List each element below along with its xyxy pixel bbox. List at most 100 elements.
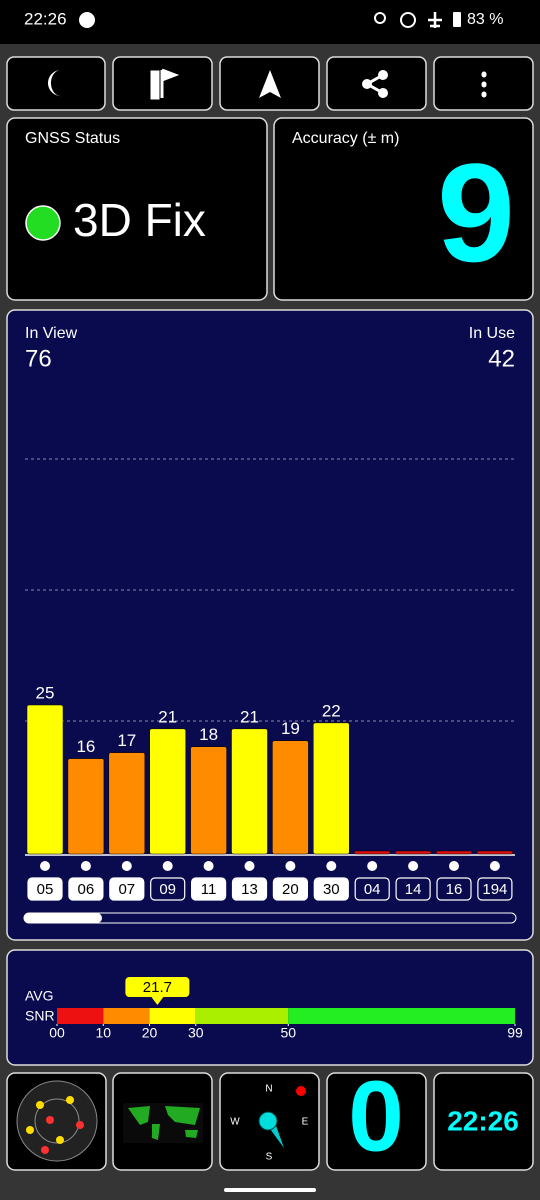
snr-value: 19 <box>281 719 300 738</box>
accuracy-label: Accuracy (± m) <box>292 130 399 147</box>
clock-tile[interactable] <box>433 1072 534 1171</box>
snr-bar <box>313 722 350 855</box>
snr-bar <box>67 758 105 855</box>
sat-id: 07 <box>118 881 135 898</box>
arrow-icon <box>259 70 281 98</box>
gnss-status-label: GNSS Status <box>25 130 120 147</box>
avg-marker <box>125 977 190 1005</box>
status-dot <box>79 12 95 28</box>
sat-dot <box>26 1126 34 1134</box>
sat-id: 14 <box>405 881 422 898</box>
dnd-icon <box>400 12 416 28</box>
sat-dot <box>80 861 91 871</box>
avg-label: AVG <box>25 988 54 1004</box>
sat-id-box <box>272 877 308 901</box>
sat-dot <box>66 1096 74 1104</box>
in-use-count: 42 <box>488 345 515 372</box>
battery-level: 83 % <box>467 11 503 28</box>
sat-dot <box>41 1146 49 1154</box>
compass-n: N <box>265 1084 272 1095</box>
share-dot <box>378 88 388 98</box>
snr-scale-segment <box>195 1008 289 1024</box>
sat-id-box <box>191 877 227 901</box>
sat-id-box <box>395 877 431 901</box>
share-dot <box>362 79 372 89</box>
snr-tick-label: 20 <box>142 1025 158 1041</box>
snr-scale-segment <box>57 1008 104 1024</box>
battery-icon <box>453 12 461 27</box>
snr-value: 21 <box>240 707 259 726</box>
sat-id-box <box>68 877 104 901</box>
snr-value: 16 <box>76 737 95 756</box>
sat-dot <box>203 861 214 871</box>
home-indicator[interactable] <box>224 1188 316 1192</box>
sat-id-box <box>354 877 390 901</box>
sat-dot <box>326 861 337 871</box>
sat-id-box <box>27 877 63 901</box>
sat-id-box <box>477 877 513 901</box>
snr-tick-label: 50 <box>281 1025 297 1041</box>
snr-panel <box>6 949 534 1066</box>
snr-bar <box>108 752 146 855</box>
compass-e: E <box>302 1117 309 1128</box>
sat-id: 06 <box>78 881 95 898</box>
person-flag-icon <box>150 68 180 100</box>
sat-id: 05 <box>37 881 54 898</box>
continents <box>128 1106 200 1140</box>
compass-s: S <box>266 1152 273 1163</box>
toolbar <box>6 56 534 111</box>
snr-label: SNR <box>25 1008 55 1024</box>
snr-value: 21 <box>158 707 177 726</box>
snr-value: 25 <box>36 683 55 702</box>
snr-scale-segment <box>103 1008 150 1024</box>
skyplot <box>16 1080 98 1162</box>
snr-bar <box>190 746 227 855</box>
sat-dot <box>40 861 50 871</box>
sat-id: 11 <box>201 881 217 898</box>
snr-tick-label: 30 <box>188 1025 204 1041</box>
compass-w: W <box>230 1117 240 1128</box>
night-button[interactable] <box>6 56 106 111</box>
snr-bar <box>353 850 391 855</box>
in-view-label: In View <box>25 325 78 342</box>
share-button[interactable] <box>326 56 427 111</box>
snr-bar <box>476 850 514 855</box>
snr-scale-segment <box>288 1008 515 1024</box>
sat-id: 13 <box>241 881 258 898</box>
sat-dot <box>367 861 378 871</box>
sat-dot <box>121 861 132 871</box>
snr-bar <box>26 704 64 855</box>
scroll-thumb[interactable] <box>24 913 102 923</box>
speed-tile[interactable] <box>326 1072 427 1171</box>
snr-tick-label: 10 <box>95 1025 111 1041</box>
snr-tick-label: 99 <box>507 1025 523 1041</box>
sat-id: 04 <box>364 881 381 898</box>
clock-value: 22:26 <box>447 1105 519 1136</box>
sat-id: 09 <box>159 881 176 898</box>
sat-dot <box>162 861 173 871</box>
gnss-status-card <box>6 117 268 301</box>
in-view-count: 76 <box>25 345 52 372</box>
sat-dot <box>285 861 296 871</box>
sat-dot <box>449 861 459 871</box>
sat-id-box <box>109 877 145 901</box>
snr-tick-label: 00 <box>49 1025 65 1041</box>
airplane-icon <box>428 12 442 28</box>
location-icon <box>374 12 386 24</box>
snr-bar <box>272 740 309 855</box>
avg-value: 21.7 <box>143 979 172 996</box>
fix-indicator <box>25 205 61 241</box>
share-dot <box>378 70 388 80</box>
sat-id: 30 <box>323 881 340 898</box>
sat-id-box <box>313 877 349 901</box>
speed-value: 0 <box>348 1060 404 1172</box>
accuracy-value: 9 <box>437 134 515 291</box>
snr-bar <box>394 850 432 855</box>
snr-bar <box>231 728 268 855</box>
snr-bar <box>435 850 473 855</box>
sat-dot <box>36 1101 44 1109</box>
sat-id-box <box>150 877 186 901</box>
sat-dot <box>56 1136 64 1144</box>
gnss-status-value: 3D Fix <box>73 194 206 246</box>
